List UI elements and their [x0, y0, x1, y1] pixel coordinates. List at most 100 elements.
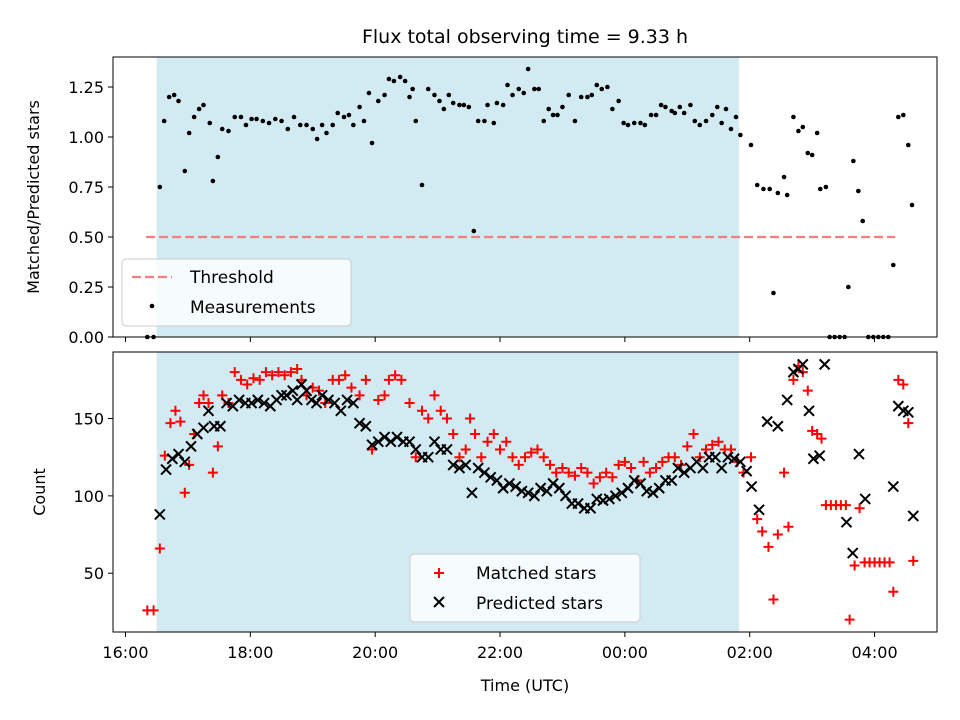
data-point	[544, 459, 555, 470]
data-point	[844, 614, 855, 625]
legend-predicted-label: Predicted stars	[476, 594, 603, 614]
data-point	[354, 390, 365, 401]
data-point	[703, 118, 709, 124]
data-point	[319, 122, 325, 128]
data-point	[653, 112, 659, 118]
data-point	[425, 86, 431, 92]
data-point	[534, 482, 547, 494]
data-point	[215, 154, 221, 160]
data-point	[279, 118, 284, 124]
data-point	[772, 529, 783, 540]
data-point	[346, 382, 357, 393]
data-point	[713, 436, 724, 447]
data-point	[812, 428, 823, 439]
data-point	[330, 122, 336, 128]
data-point	[651, 463, 662, 474]
data-point	[279, 370, 290, 381]
data-point	[761, 186, 766, 192]
data-point	[884, 557, 895, 568]
data-point	[437, 98, 442, 104]
data-point	[196, 106, 202, 112]
data-point	[526, 447, 537, 458]
data-point	[553, 482, 566, 494]
data-point	[748, 142, 754, 148]
data-point	[391, 431, 403, 443]
y-tick-label: 0.25	[68, 278, 104, 297]
data-point	[719, 120, 724, 126]
data-point	[360, 374, 371, 385]
data-point	[403, 436, 416, 448]
data-point	[740, 465, 753, 477]
data-point	[304, 122, 309, 128]
data-point	[541, 118, 547, 124]
data-point	[572, 497, 584, 510]
data-point	[678, 466, 690, 479]
data-point	[191, 114, 197, 120]
data-point	[410, 86, 415, 92]
data-point	[396, 374, 407, 385]
data-point	[694, 452, 705, 463]
data-point	[361, 118, 367, 124]
data-point	[252, 394, 264, 406]
data-point	[385, 436, 397, 448]
data-point	[404, 398, 415, 409]
data-point	[802, 385, 813, 396]
data-point	[297, 122, 303, 128]
data-point	[601, 467, 612, 478]
data-point	[513, 459, 524, 470]
data-point	[728, 126, 734, 132]
data-point	[491, 474, 503, 487]
data-point	[622, 482, 634, 494]
data-point	[266, 120, 272, 126]
data-point	[494, 100, 500, 106]
data-point	[816, 433, 827, 444]
legend: Matched stars Predicted stars	[409, 553, 641, 623]
data-point	[509, 480, 522, 493]
data-point	[324, 130, 329, 136]
data-point	[482, 118, 487, 124]
data-point	[316, 389, 328, 402]
data-point	[779, 467, 790, 478]
legend-matched-label: Matched stars	[476, 564, 596, 584]
data-point	[285, 367, 296, 378]
data-point	[631, 120, 637, 126]
series-predicted-stars	[154, 358, 919, 559]
data-point	[328, 397, 341, 409]
data-point	[182, 168, 188, 174]
data-point	[851, 158, 856, 164]
data-point	[366, 90, 372, 96]
data-point	[787, 366, 800, 378]
data-point	[340, 370, 351, 381]
data-point	[584, 502, 597, 514]
data-point	[541, 485, 553, 497]
x-tick-label: 20:00	[352, 643, 398, 662]
data-point	[219, 126, 225, 132]
data-point	[391, 78, 397, 84]
data-point	[161, 118, 167, 124]
data-point	[488, 428, 499, 439]
y-axis-label-ratio: Matched/Predicted stars	[24, 100, 43, 294]
data-point	[728, 453, 740, 465]
y-tick-label: 100	[73, 487, 104, 506]
y-tick-label: 0.75	[68, 178, 104, 197]
data-point	[754, 182, 760, 188]
data-point	[516, 86, 522, 92]
data-point	[460, 444, 471, 455]
data-point	[175, 416, 186, 427]
x-tick-label: 16:00	[102, 643, 148, 662]
data-point	[784, 192, 790, 198]
data-point	[672, 462, 684, 474]
data-point	[202, 405, 215, 417]
data-point	[891, 262, 896, 268]
data-point	[898, 379, 909, 390]
data-point	[472, 462, 484, 474]
data-point	[207, 467, 218, 478]
data-point	[522, 487, 534, 499]
data-point	[550, 112, 556, 118]
data-point	[410, 443, 422, 456]
data-point	[528, 490, 541, 502]
data-point	[625, 122, 631, 128]
data-point	[441, 106, 447, 112]
data-point	[788, 374, 799, 385]
